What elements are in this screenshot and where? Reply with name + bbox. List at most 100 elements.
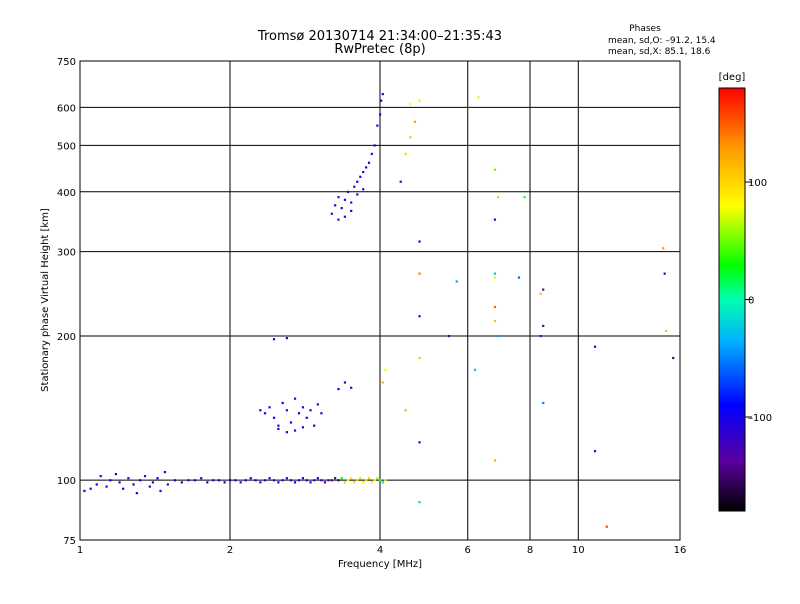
data-point <box>384 368 387 371</box>
data-point <box>359 477 362 480</box>
data-point <box>337 196 340 199</box>
data-point <box>127 477 130 480</box>
data-point <box>365 166 368 169</box>
data-point <box>206 481 209 484</box>
data-point <box>343 215 347 218</box>
data-point <box>343 198 347 201</box>
colorbar <box>718 87 746 512</box>
data-point <box>346 190 350 193</box>
data-point <box>297 412 301 415</box>
data-point <box>334 477 337 480</box>
colorbar-tick-label: 100 <box>748 178 767 189</box>
data-point <box>493 319 497 323</box>
data-point <box>114 473 118 476</box>
data-point <box>593 345 597 348</box>
data-point <box>380 99 383 102</box>
data-point <box>105 485 108 488</box>
data-point <box>272 479 276 482</box>
data-point <box>356 193 359 196</box>
data-point <box>367 477 371 480</box>
colorbar-ticks: 100 0 –100 <box>745 178 772 424</box>
data-point <box>327 479 330 482</box>
data-point <box>373 144 376 147</box>
colorbar-tick-label: 0 <box>748 296 754 307</box>
data-point <box>473 368 477 371</box>
x-axis-ticks: 1 2 4 6 8 10 16 <box>77 545 687 556</box>
data-point <box>289 479 293 482</box>
data-point <box>337 387 340 391</box>
data-point <box>539 292 542 295</box>
data-point <box>239 481 242 484</box>
data-point <box>293 429 297 432</box>
data-point <box>370 152 373 156</box>
data-point <box>193 479 197 482</box>
data-point <box>285 337 288 340</box>
phases-title: Phases <box>629 24 661 34</box>
data-point <box>493 168 497 171</box>
data-point <box>263 412 267 415</box>
data-point <box>89 487 92 490</box>
data-point <box>316 403 319 406</box>
data-point <box>477 96 480 99</box>
data-point <box>362 170 365 174</box>
data-point <box>353 185 356 188</box>
data-point <box>173 479 177 482</box>
x-axis-label: Frequency [MHz] <box>338 559 422 570</box>
data-point <box>418 501 421 504</box>
data-point <box>337 218 340 221</box>
data-point <box>665 329 668 333</box>
data-point <box>281 401 284 405</box>
data-point <box>381 92 384 96</box>
x-tick-label: 2 <box>227 545 233 556</box>
data-point <box>132 483 135 486</box>
data-point <box>367 161 371 164</box>
data-point <box>244 479 247 482</box>
data-point <box>343 381 347 384</box>
data-point <box>285 477 288 480</box>
data-point <box>200 477 203 480</box>
data-point <box>163 470 167 474</box>
data-point <box>376 124 379 127</box>
data-point <box>229 479 232 482</box>
x-tick-label: 10 <box>572 545 585 556</box>
data-point <box>418 315 421 318</box>
y-tick-label: 600 <box>57 103 76 114</box>
data-point <box>381 481 384 484</box>
data-point <box>316 477 319 480</box>
data-point <box>362 481 365 484</box>
x-tick-label: 1 <box>77 545 83 556</box>
data-point <box>340 477 343 480</box>
data-point <box>99 475 102 478</box>
data-point <box>409 136 412 139</box>
data-point <box>223 481 226 484</box>
data-point <box>122 487 125 490</box>
data-point <box>418 272 421 275</box>
chart-title: Tromsø 20130714 21:34:00–21:35:43 <box>257 29 502 44</box>
data-point <box>418 356 421 360</box>
x-tick-label: 4 <box>377 545 383 556</box>
data-point <box>301 426 305 429</box>
data-point <box>212 479 215 482</box>
data-point <box>285 409 288 412</box>
data-point <box>455 280 458 283</box>
data-point <box>95 483 98 486</box>
data-point <box>293 481 297 484</box>
data-point <box>418 240 421 243</box>
y-tick-label: 750 <box>57 57 76 68</box>
y-tick-label: 500 <box>57 141 76 152</box>
data-point <box>350 477 353 480</box>
data-points <box>83 92 675 528</box>
colorbar-tick-label: –100 <box>748 413 772 424</box>
y-tick-label: 100 <box>57 476 76 487</box>
data-point <box>234 479 237 482</box>
data-point <box>263 479 267 482</box>
data-point <box>148 485 151 488</box>
data-point <box>166 483 169 486</box>
data-point <box>356 180 359 183</box>
data-point <box>340 206 343 210</box>
data-point <box>180 481 183 484</box>
data-point <box>139 479 142 482</box>
data-point <box>379 113 382 116</box>
data-point <box>135 492 138 495</box>
